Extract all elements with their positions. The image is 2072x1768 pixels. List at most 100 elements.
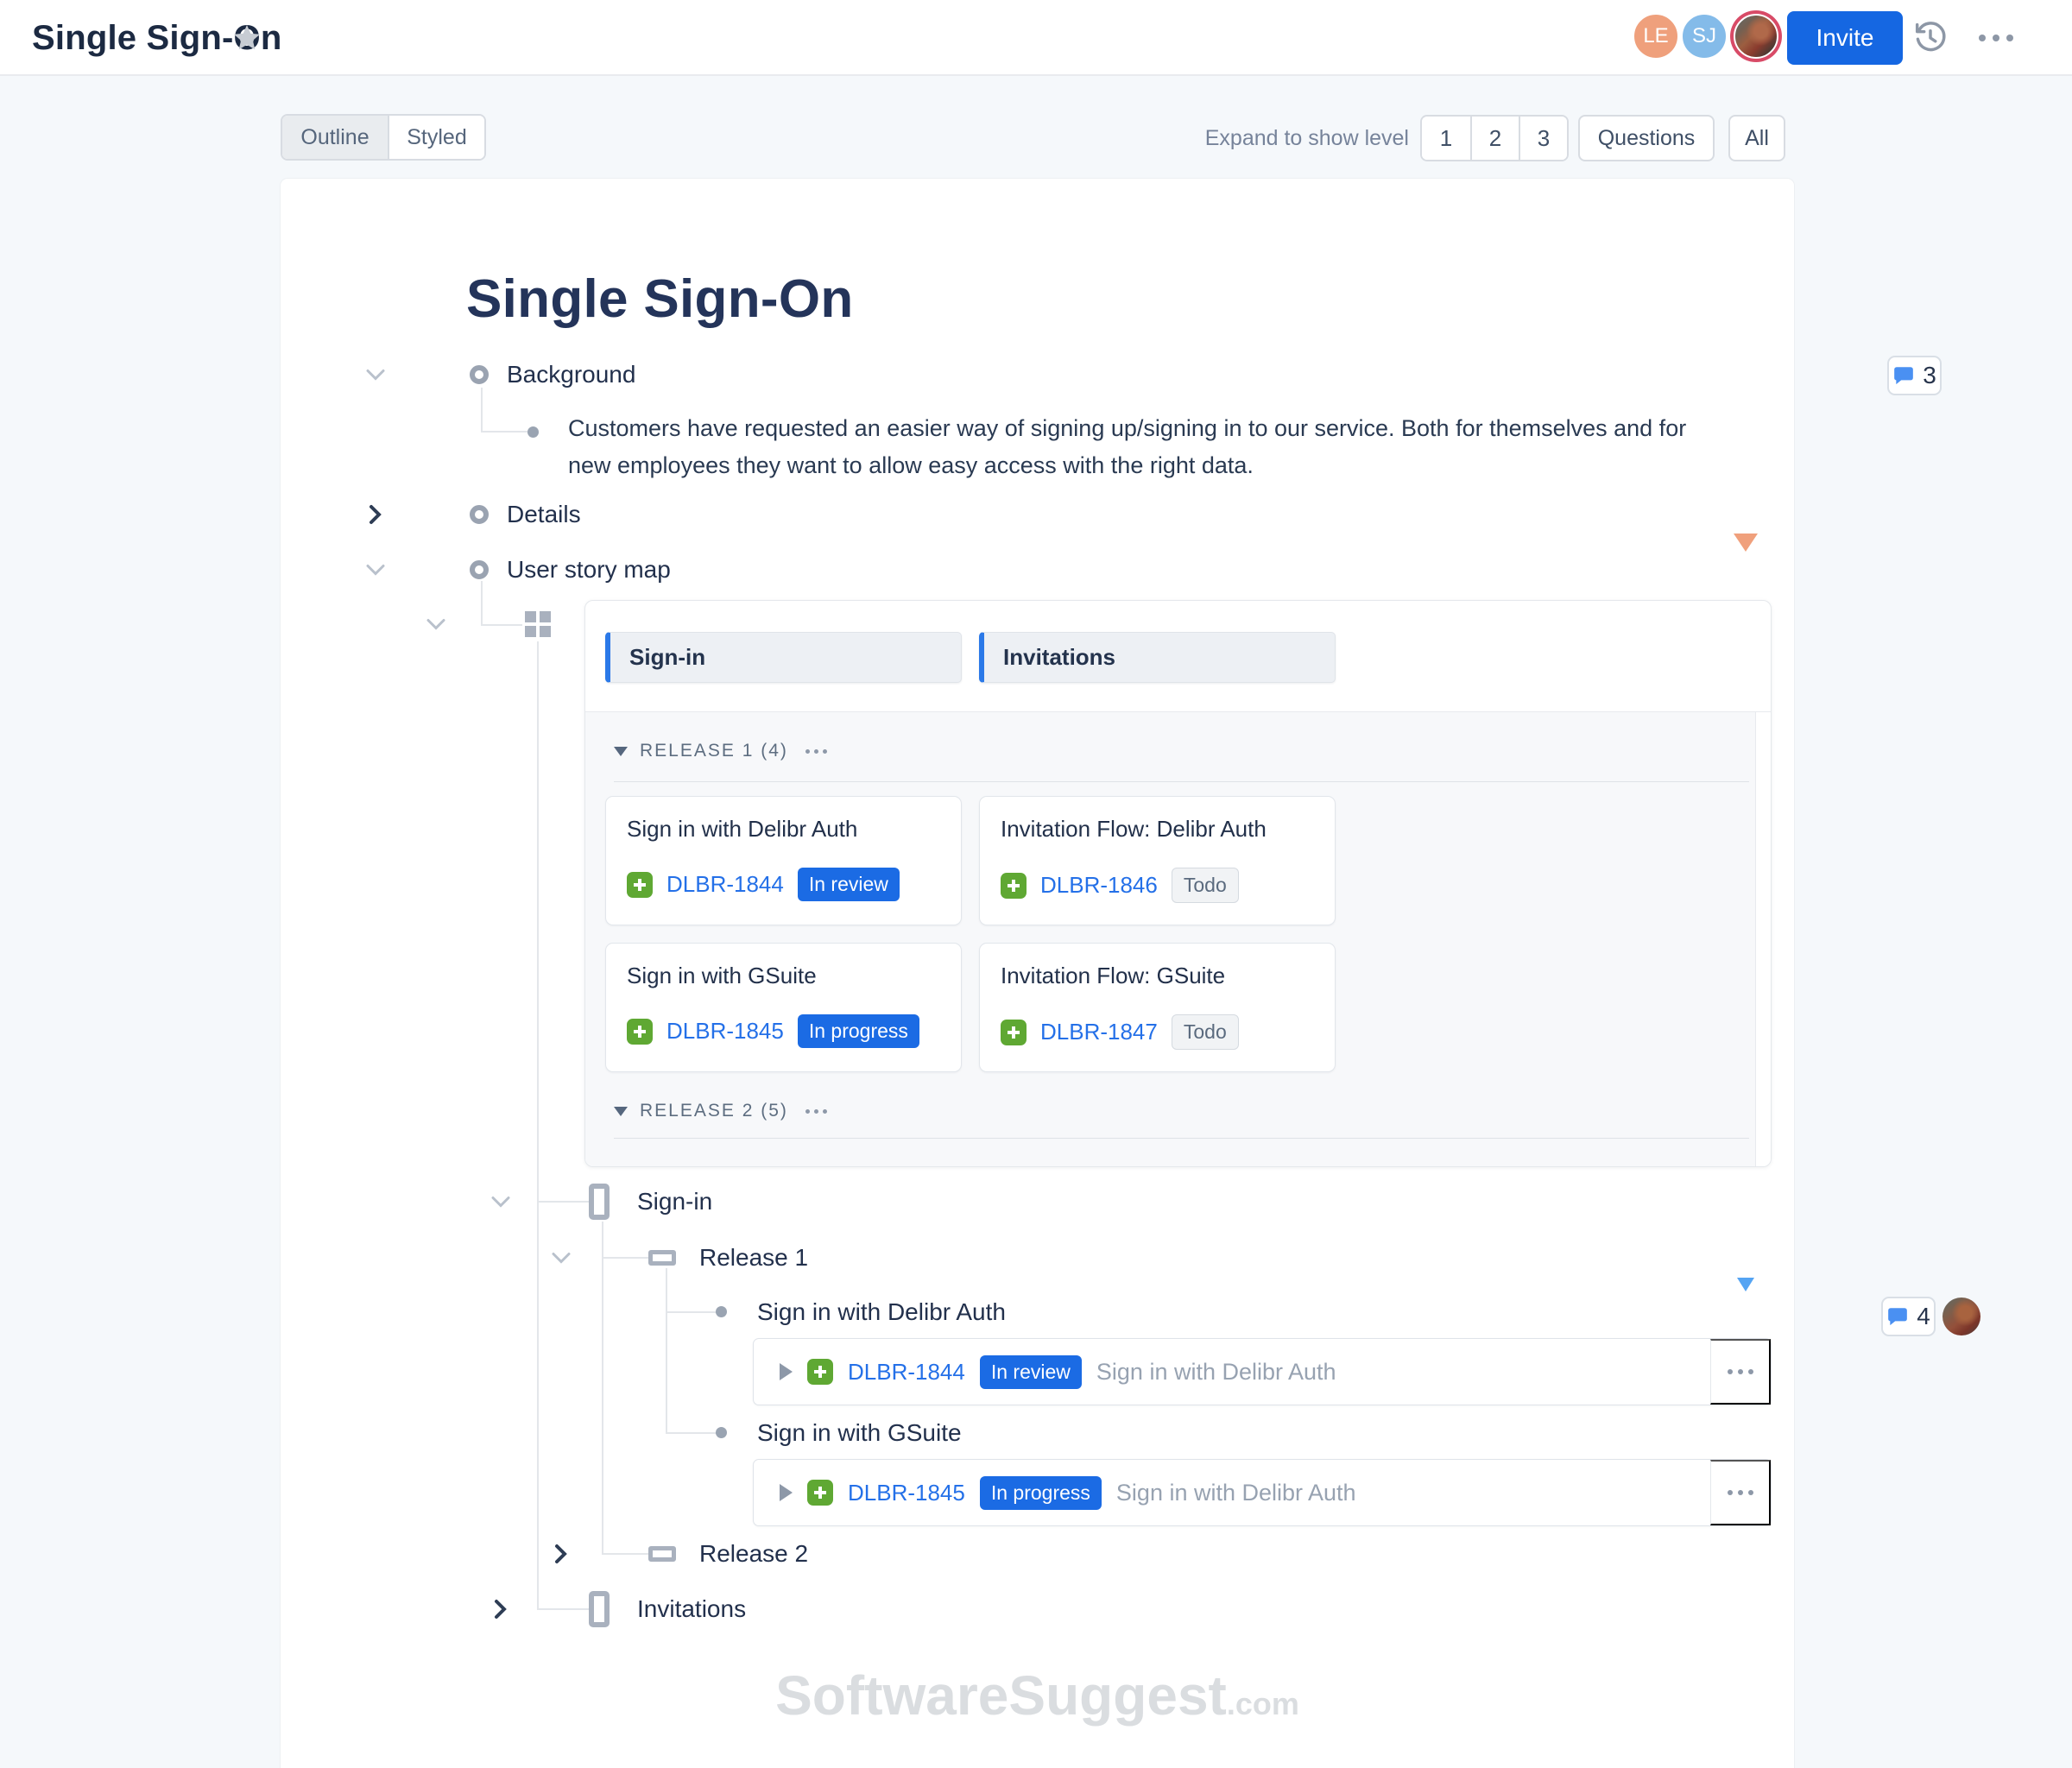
story-map-scrollbar-gutter[interactable] [1755, 712, 1771, 1166]
collapse-chevron-icon[interactable] [426, 618, 446, 631]
expand-chevron-icon[interactable] [369, 504, 382, 525]
tree-row-signin: Sign-in [281, 1181, 1794, 1222]
history-icon[interactable] [1910, 17, 1951, 59]
story-column-icon[interactable] [589, 1591, 610, 1627]
ticket-more-icon[interactable] [1710, 1339, 1771, 1405]
story-card-1845[interactable]: Sign in with GSuite DLBR-1845 In progres… [605, 943, 962, 1072]
all-button[interactable]: All [1728, 115, 1785, 161]
connector-line [666, 1432, 719, 1434]
questions-button[interactable]: Questions [1578, 115, 1715, 161]
story-bullet[interactable] [716, 1306, 727, 1317]
expand-level-label: Expand to show level [1204, 126, 1409, 150]
expand-level-3-button[interactable]: 3 [1519, 117, 1567, 160]
tree-row-story-2: Sign in with GSuite [281, 1412, 1794, 1454]
release-1-header[interactable]: RELEASE 1 (4) [614, 736, 827, 767]
status-badge[interactable]: In progress [979, 1475, 1102, 1510]
jira-story-icon [1001, 1019, 1027, 1045]
expand-play-icon[interactable] [780, 1484, 793, 1501]
expand-chevron-icon[interactable] [554, 1544, 567, 1564]
avatar-le[interactable]: LE [1632, 12, 1680, 60]
avatar-sj[interactable]: SJ [1680, 12, 1728, 60]
expand-play-icon[interactable] [780, 1363, 793, 1380]
comment-count-badge-background[interactable]: 3 [1887, 356, 1942, 395]
tree-label-signin: Sign-in [637, 1188, 713, 1215]
comment-marker-blue-icon[interactable] [1737, 1278, 1754, 1291]
story-map-block-icon[interactable] [525, 611, 551, 637]
avatar-le-initials: LE [1643, 24, 1669, 47]
ticket-link[interactable]: DLBR-1847 [1040, 1019, 1158, 1045]
story-column-icon[interactable] [589, 1184, 610, 1220]
release-icon[interactable] [648, 1546, 676, 1562]
release-2-label: RELEASE 2 (5) [640, 1101, 788, 1121]
ticket-link[interactable]: DLBR-1845 [848, 1479, 965, 1506]
watermark: SoftwareSuggest.com [281, 1664, 1794, 1727]
topbar: Single Sign-On LE SJ Invite [0, 0, 2072, 76]
release-collapse-icon[interactable] [614, 1106, 628, 1116]
comment-count-badge-story[interactable]: 4 [1881, 1297, 1936, 1336]
collapse-chevron-icon[interactable] [551, 1252, 572, 1265]
jira-story-icon [1001, 872, 1027, 899]
collapse-chevron-icon[interactable] [365, 564, 386, 577]
jira-story-icon [627, 871, 653, 898]
more-options-icon[interactable] [1975, 28, 2017, 48]
column-signin-label: Sign-in [629, 644, 706, 670]
tab-outline[interactable]: Outline [282, 116, 388, 159]
outline-bullet-ring[interactable] [470, 505, 489, 524]
comment-count: 3 [1923, 362, 1936, 388]
release-2-header[interactable]: RELEASE 2 (5) [614, 1096, 827, 1127]
story-bullet[interactable] [716, 1427, 727, 1438]
comment-bubble-icon [1888, 1308, 1908, 1326]
ticket-link[interactable]: DLBR-1845 [666, 1018, 784, 1044]
story-map-column-invitations[interactable]: Invitations [979, 632, 1336, 683]
tab-styled-label: Styled [407, 124, 467, 149]
story-card-1847[interactable]: Invitation Flow: GSuite DLBR-1847 Todo [979, 943, 1336, 1072]
ticket-link[interactable]: DLBR-1844 [848, 1358, 965, 1385]
ticket-more-icon[interactable] [1710, 1460, 1771, 1525]
jira-ticket-row-1844[interactable]: DLBR-1844 In review Sign in with Delibr … [753, 1338, 1772, 1405]
release-divider [614, 781, 1749, 782]
story-map-column-signin[interactable]: Sign-in [605, 632, 962, 683]
story-card-1844[interactable]: Sign in with Delibr Auth DLBR-1844 In re… [605, 796, 962, 925]
jira-ticket-row-1845[interactable]: DLBR-1845 In progress Sign in with Delib… [753, 1459, 1772, 1526]
expand-chevron-icon[interactable] [494, 1599, 507, 1620]
story-map-widget: Sign-in Invitations RELEASE 1 (4) Sign i… [584, 600, 1772, 1167]
release-collapse-icon[interactable] [614, 746, 628, 756]
avatar-photo-image [1734, 14, 1778, 59]
column-invitations-label: Invitations [1003, 644, 1116, 670]
connector-line [481, 431, 527, 433]
connector-line [602, 1257, 648, 1259]
background-paragraph: Customers have requested an easier way o… [568, 415, 1687, 478]
outline-bullet-ring[interactable] [470, 560, 489, 579]
collapse-chevron-icon[interactable] [365, 369, 386, 382]
avatar-photo[interactable] [1730, 10, 1782, 62]
release-1-label: RELEASE 1 (4) [640, 741, 788, 761]
outline-bullet-ring[interactable] [470, 365, 489, 384]
status-badge[interactable]: Todo [1171, 868, 1239, 903]
favorite-star-icon[interactable] [231, 22, 262, 54]
release-more-icon[interactable] [805, 748, 827, 754]
connector-line [481, 581, 483, 626]
ticket-link[interactable]: DLBR-1844 [666, 871, 784, 897]
story-card-1846[interactable]: Invitation Flow: Delibr Auth DLBR-1846 T… [979, 796, 1336, 925]
commenter-avatar[interactable] [1942, 1298, 1980, 1335]
release-more-icon[interactable] [805, 1108, 827, 1114]
invite-button[interactable]: Invite [1787, 11, 1903, 65]
expand-level-2-button[interactable]: 2 [1470, 117, 1519, 160]
tree-row-release-2: Release 2 [281, 1533, 1794, 1575]
status-badge[interactable]: In review [979, 1354, 1082, 1389]
release-band: RELEASE 1 (4) Sign in with Delibr Auth D… [585, 711, 1771, 1166]
collapse-chevron-icon[interactable] [490, 1196, 511, 1209]
connector-line [537, 1608, 589, 1610]
status-badge[interactable]: In progress [797, 1014, 919, 1048]
release-icon[interactable] [648, 1250, 676, 1266]
comment-marker-orange-icon[interactable] [1734, 534, 1758, 552]
expand-level-1-button[interactable]: 1 [1422, 117, 1470, 160]
tab-styled[interactable]: Styled [388, 116, 484, 159]
paragraph-bullet[interactable] [527, 426, 539, 438]
watermark-suffix: .com [1226, 1686, 1299, 1721]
status-badge[interactable]: Todo [1171, 1014, 1239, 1050]
tree-label-story-2: Sign in with GSuite [757, 1419, 962, 1446]
watermark-name: SoftwareSuggest [775, 1664, 1227, 1727]
ticket-link[interactable]: DLBR-1846 [1040, 872, 1158, 898]
status-badge[interactable]: In review [797, 868, 900, 901]
